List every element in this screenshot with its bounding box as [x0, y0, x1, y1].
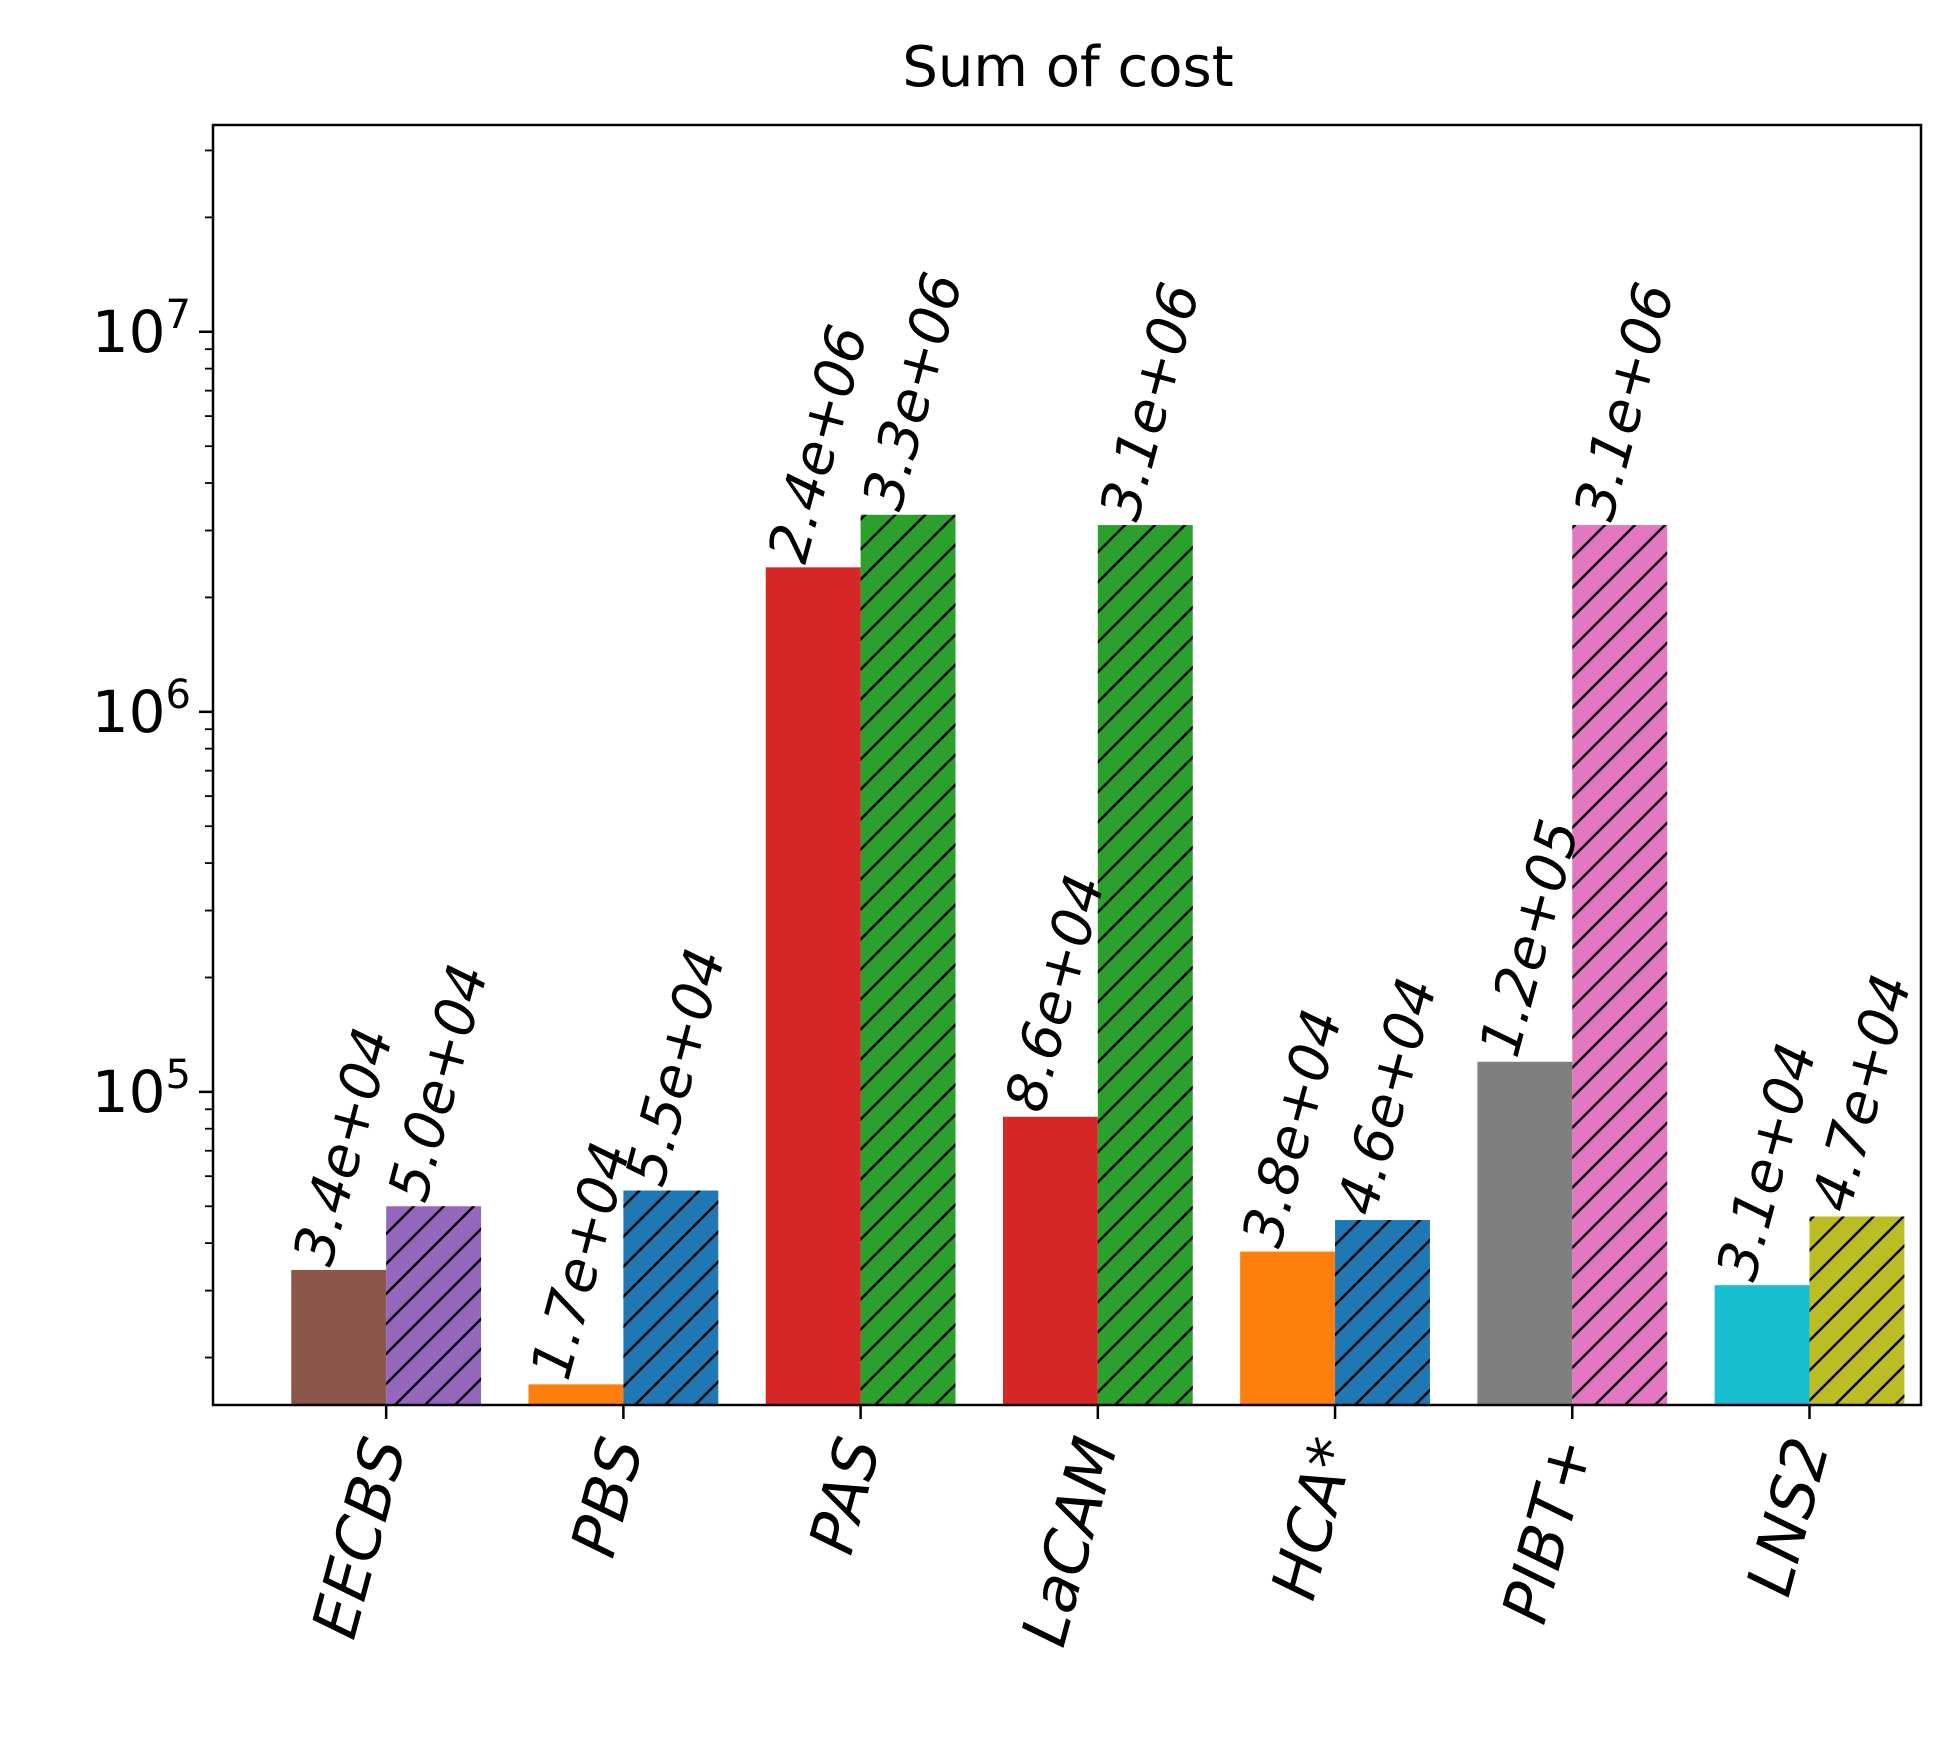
y-tick-label: 105 — [92, 1052, 191, 1126]
bar-hatch-lacam — [1097, 525, 1193, 1405]
y-tick-label: 106 — [92, 672, 191, 746]
bar-eecbs-left — [291, 1269, 387, 1405]
bar-hatch-lns2 — [1809, 1216, 1905, 1405]
bar-hatch-pas — [860, 514, 956, 1405]
bar-pibt-left — [1477, 1061, 1573, 1405]
bar-pbs-left — [528, 1384, 624, 1405]
plot-frame — [211, 123, 1923, 1407]
bar-hatch-hca — [1335, 1220, 1430, 1405]
bar-lacam-left — [1002, 1116, 1098, 1405]
bar-hatch-eecbs — [386, 1206, 482, 1405]
bar-hca-left — [1240, 1251, 1336, 1405]
bar-hatch-pbs — [623, 1190, 719, 1405]
bar-lns2-left — [1714, 1285, 1810, 1405]
bar-hatch-pibt — [1572, 525, 1668, 1405]
bar-pas-left — [765, 567, 861, 1405]
y-tick-label: 107 — [92, 292, 191, 366]
chart-title: Sum of cost — [902, 35, 1233, 100]
